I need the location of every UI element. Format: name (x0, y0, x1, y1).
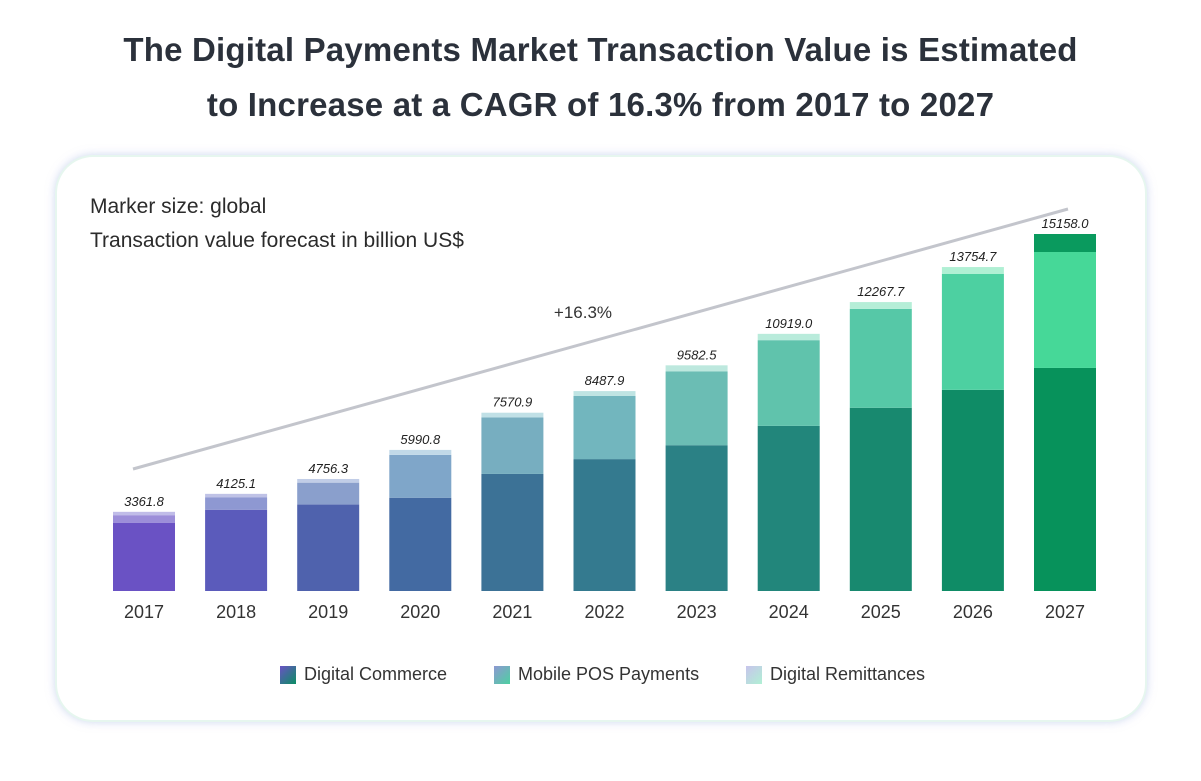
data-label-2018: 4125.1 (216, 476, 256, 491)
bar-segment-digital-remittances-2019 (297, 478, 360, 483)
bar-segment-digital-commerce-2025 (849, 407, 912, 591)
bar-segment-mobile-pos-2023 (665, 371, 728, 446)
bar-segment-digital-commerce-2022 (573, 459, 636, 591)
x-tick-label-2018: 2018 (216, 602, 256, 622)
chart-title-line1: The Digital Payments Market Transaction … (123, 31, 1078, 68)
data-label-2020: 5990.8 (400, 432, 441, 447)
data-label-2025: 12267.7 (857, 284, 905, 299)
bar-segment-digital-commerce-2019 (297, 504, 360, 591)
bar-segment-digital-remittances-2023 (665, 365, 728, 372)
bar-group-2019 (297, 478, 360, 591)
bar-segment-mobile-pos-2027 (1034, 242, 1096, 368)
data-label-2019: 4756.3 (308, 461, 349, 476)
data-label-2027: 15158.0 (1042, 216, 1090, 231)
cagr-annotation: +16.3% (554, 303, 612, 322)
bar-segment-digital-commerce-2024 (757, 425, 820, 591)
legend-item-digital-commerce: Digital Commerce (280, 664, 447, 685)
chart-subtitle-units: Transaction value forecast in billion US… (90, 229, 464, 252)
chart-legend: Digital Commerce Mobile POS Payments Digit… (0, 664, 1201, 688)
bar-segment-digital-remittances-2026 (941, 267, 1004, 274)
chart-title-line2: to Increase at a CAGR of 16.3% from 2017… (206, 86, 995, 123)
bar-group-2020 (389, 449, 452, 591)
data-label-2021: 7570.9 (493, 395, 533, 410)
data-label-2017: 3361.8 (124, 494, 165, 509)
bar-segment-mobile-pos-2020 (389, 454, 452, 498)
bar-segment-digital-remittances-2022 (573, 391, 636, 396)
x-tick-label-2023: 2023 (677, 602, 717, 622)
chart-subtitle-marker: Marker size: global (90, 195, 267, 218)
legend-label: Mobile POS Payments (518, 664, 700, 684)
bar-segment-mobile-pos-2022 (573, 395, 636, 460)
legend-label: Digital Remittances (770, 664, 926, 684)
legend-item-digital-remittances: Digital Remittances (746, 664, 925, 685)
data-label-2022: 8487.9 (585, 373, 625, 388)
bar-segment-digital-commerce-2023 (665, 445, 728, 591)
bar-segment-digital-remittances-2020 (389, 449, 452, 455)
bar-segment-mobile-pos-2021 (481, 417, 544, 474)
bar-segment-digital-commerce-2018 (205, 509, 268, 591)
bar-top-cap-2027 (1034, 234, 1096, 252)
bar-group-2024 (757, 333, 820, 591)
x-tick-label-2024: 2024 (769, 602, 809, 622)
data-label-2023: 9582.5 (677, 347, 718, 362)
bar-segment-mobile-pos-2024 (757, 340, 820, 426)
bar-group-2026 (941, 267, 1004, 591)
legend-swatch (746, 665, 762, 684)
x-tick-label-2022: 2022 (584, 602, 624, 622)
bar-segment-digital-commerce-2027 (1034, 367, 1096, 591)
data-label-2026: 13754.7 (949, 249, 997, 264)
bar-segment-digital-remittances-2025 (849, 302, 912, 309)
legend-label: Digital Commerce (304, 664, 448, 684)
bar-segment-mobile-pos-2018 (205, 497, 268, 510)
bar-group-2017 (113, 511, 175, 591)
bar-segment-digital-remittances-2018 (205, 493, 268, 498)
bar-segment-mobile-pos-2019 (297, 482, 360, 505)
bar-segment-mobile-pos-2025 (849, 308, 912, 408)
x-tick-label-2026: 2026 (953, 602, 993, 622)
bar-group-2023 (665, 365, 728, 591)
bar-segment-mobile-pos-2017 (113, 515, 175, 523)
legend-swatch (280, 665, 296, 684)
bar-segment-digital-commerce-2026 (941, 389, 1004, 591)
bar-segment-mobile-pos-2026 (941, 273, 1004, 390)
bar-group-2025 (849, 302, 912, 591)
bar-segment-digital-remittances-2024 (757, 333, 820, 341)
bar-segment-digital-remittances-2021 (481, 412, 544, 418)
legend-item-mobile-pos-payments: Mobile POS Payments (494, 664, 699, 685)
bar-group-2027 (1034, 234, 1096, 591)
x-tick-label-2019: 2019 (308, 602, 348, 622)
bar-segment-digital-commerce-2017 (113, 522, 175, 591)
x-tick-label-2027: 2027 (1045, 602, 1085, 622)
x-tick-label-2021: 2021 (492, 602, 532, 622)
bar-group-2018 (205, 493, 268, 591)
chart-title: The Digital Payments Market Transaction … (0, 22, 1201, 132)
bar-group-2022 (573, 391, 636, 591)
data-label-2024: 10919.0 (765, 316, 813, 331)
cagr-trend-line (132, 207, 1069, 471)
bar-group-2021 (481, 412, 544, 591)
x-tick-label-2017: 2017 (124, 602, 164, 622)
legend-swatch (494, 665, 510, 684)
bar-segment-digital-remittances-2017 (113, 511, 175, 516)
bar-segment-digital-commerce-2021 (481, 473, 544, 591)
bar-segment-digital-commerce-2020 (389, 497, 452, 591)
x-tick-label-2025: 2025 (861, 602, 901, 622)
x-tick-label-2020: 2020 (400, 602, 440, 622)
